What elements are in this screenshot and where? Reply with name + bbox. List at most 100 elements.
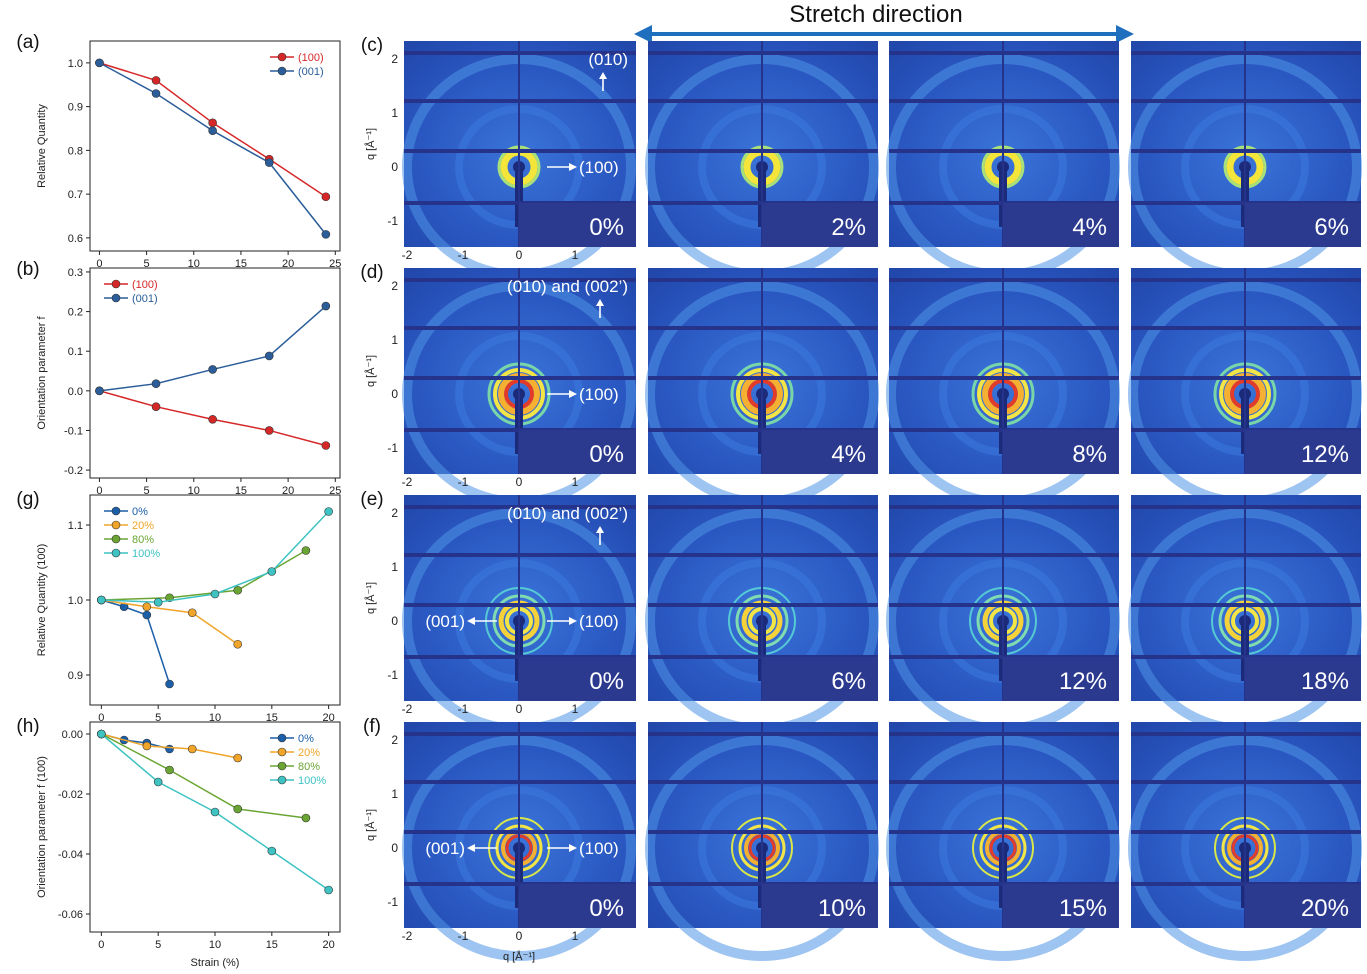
stretch-direction-label: Stretch direction	[789, 1, 962, 28]
x-tick-label: 15	[235, 485, 247, 497]
y-tick-label: 0.7	[68, 189, 83, 201]
arrowhead	[596, 526, 604, 533]
series-line	[99, 62, 327, 235]
q-x-axis-label: q [Å⁻¹]	[503, 950, 535, 963]
masked-module	[762, 657, 878, 701]
y-tick-label: -0.04	[58, 849, 83, 861]
waxs-pattern: 12%	[886, 495, 1120, 734]
strain-label: 4%	[1072, 214, 1107, 241]
detector-gap-vertical	[761, 722, 763, 928]
y-tick-label: 0.00	[62, 729, 83, 741]
annotation-100: (100)	[579, 385, 619, 404]
strain-label: 0%	[589, 441, 624, 468]
waxs-pattern: 15%	[886, 722, 1120, 961]
x-tick-label: 20	[282, 485, 294, 497]
data-point	[187, 608, 197, 618]
detector-gap-vertical	[1002, 268, 1004, 474]
legend-marker	[277, 747, 287, 757]
detector-gap-vertical	[1244, 268, 1246, 474]
legend-label: (001)	[298, 66, 324, 78]
data-point	[233, 804, 243, 814]
y-tick-label: -0.1	[64, 425, 83, 437]
data-point	[165, 679, 174, 689]
data-point	[142, 741, 152, 751]
waxs-pattern: 2%	[645, 41, 879, 280]
panel-label-c: (c)	[361, 35, 383, 56]
waxs-pattern: 6%	[1128, 41, 1362, 280]
legend-label: 20%	[298, 747, 320, 759]
x-tick-label: 25	[329, 258, 341, 270]
data-point	[267, 846, 277, 856]
y-tick-label: 0.0	[68, 386, 83, 398]
data-point	[208, 118, 217, 128]
data-point	[208, 365, 217, 374]
x-tick-label: 15	[235, 258, 247, 270]
x-tick-label: 15	[266, 939, 278, 951]
q-y-tick-label: 2	[391, 506, 398, 520]
x-tick-label: 0	[98, 712, 104, 724]
data-point	[151, 89, 161, 98]
waxs-pattern: 0% (100) (010) and (002’) 2 1 0 -1 q [Å⁻¹] -2 -1 0…	[364, 268, 636, 507]
q-y-tick-label: 2	[391, 279, 398, 293]
q-y-tick-label: 1	[391, 560, 398, 574]
waxs-row-f: (f) 0% (100) (001) 2 1 0 -1 q [Å⁻¹] -2 -1 0 1 q [Å⁻¹]…	[363, 716, 1362, 963]
strain-label: 2%	[831, 214, 866, 241]
legend-marker	[111, 506, 121, 516]
data-point	[233, 639, 243, 649]
data-point	[321, 301, 331, 311]
detector-gap-vertical	[1002, 41, 1004, 247]
data-point	[264, 426, 274, 435]
x-tick-label: 0	[96, 485, 102, 497]
q-x-tick-label: -2	[402, 248, 413, 262]
q-y-tick-label: 2	[391, 733, 398, 747]
masked-module	[1245, 430, 1361, 474]
x-tick-label: 10	[209, 712, 221, 724]
waxs-pattern: 6%	[645, 495, 879, 734]
strain-label: 6%	[831, 668, 866, 695]
q-y-tick-label: 0	[391, 841, 398, 855]
x-tick-label: 20	[323, 939, 335, 951]
x-tick-label: 5	[144, 258, 150, 270]
x-axis-label: Strain (%)	[191, 957, 240, 969]
masked-module	[762, 203, 878, 247]
q-x-tick-label: -2	[402, 702, 413, 716]
data-point	[264, 158, 274, 167]
legend-label: 80%	[132, 534, 154, 546]
q-y-axis-label: q [Å⁻¹]	[364, 809, 377, 841]
q-x-tick-label: 0	[516, 475, 523, 489]
data-point	[153, 597, 163, 607]
y-tick-label: 0.6	[68, 233, 83, 245]
q-y-tick-label: 1	[391, 333, 398, 347]
data-point	[210, 807, 220, 817]
masked-module	[1003, 657, 1119, 701]
series-line	[99, 305, 327, 392]
data-point	[97, 595, 106, 605]
waxs-row-c: (c) 0% (100) (010) 2 1 0 -1 q [Å⁻¹] -2 -1 0 1 2% 4% 6%	[361, 35, 1362, 280]
data-point	[187, 744, 197, 754]
data-point	[208, 126, 217, 135]
legend-label: 0%	[298, 733, 314, 745]
masked-module	[519, 657, 636, 701]
data-point	[321, 441, 331, 450]
annotation-010: (010)	[588, 50, 628, 69]
data-point	[95, 386, 104, 396]
plot-frame	[89, 40, 341, 252]
annotation-001: (001)	[425, 612, 465, 631]
waxs-pattern: 0% (100) (001) 2 1 0 -1 q [Å⁻¹] -2 -1 0 1 q [Å⁻¹]	[364, 722, 636, 963]
masked-module	[519, 203, 636, 247]
arrowhead	[569, 163, 577, 171]
legend-label: 100%	[298, 775, 326, 787]
q-y-tick-label: 1	[391, 106, 398, 120]
annotation-010: (010) and (002’)	[507, 504, 628, 523]
arrowhead	[467, 617, 475, 625]
detector-gap-vertical	[761, 495, 763, 701]
masked-module	[1245, 203, 1361, 247]
chart-h: (h) 0 5 10 15 20 -0.06 -0.04 -0.02 0.00 Orientatio…	[16, 716, 341, 969]
y-axis-label: Orientation parameter f (100)	[36, 756, 48, 898]
y-axis-label: Orientation parameter f	[36, 316, 48, 430]
stretch-direction-arrow	[634, 25, 1134, 43]
data-point	[151, 402, 161, 411]
q-x-tick-label: -1	[458, 475, 469, 489]
q-x-tick-label: -1	[458, 929, 469, 943]
